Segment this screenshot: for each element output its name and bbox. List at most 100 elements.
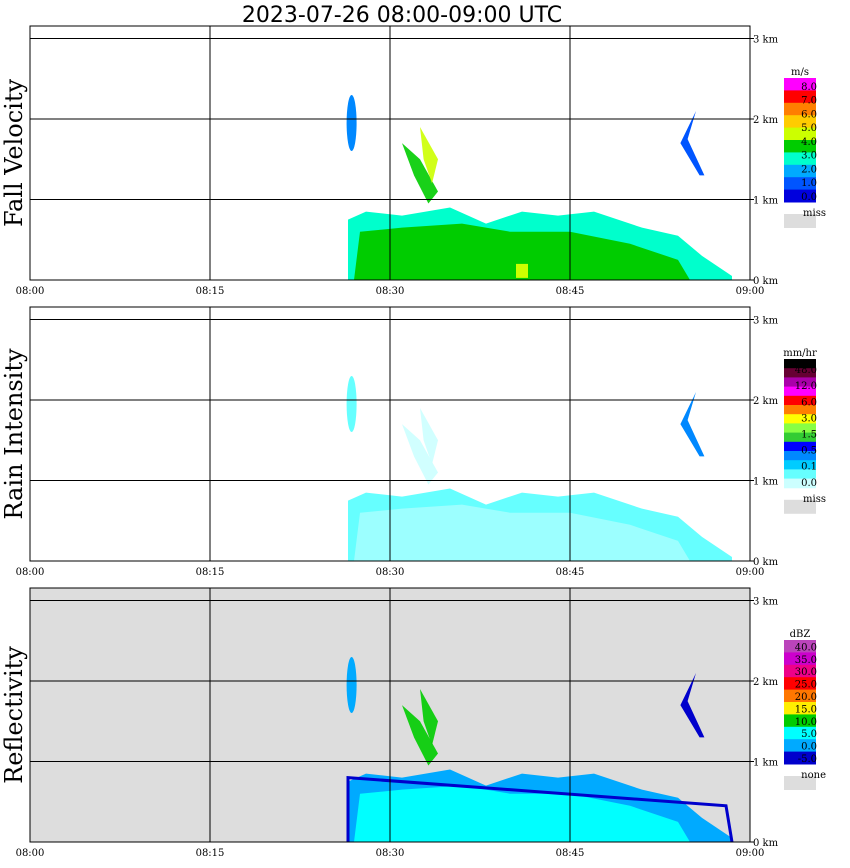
y-tick-label: 3 km — [753, 35, 779, 46]
colorbar-swatch — [784, 405, 816, 415]
elevated-cell — [402, 424, 438, 485]
x-tick-label: 08:00 — [16, 567, 45, 578]
panel-title: Rain Intensity — [0, 348, 28, 520]
colorbar-swatch — [784, 652, 816, 666]
x-tick-label: 08:45 — [556, 567, 585, 578]
colorbar-label: 10.0 — [795, 717, 817, 728]
colorbar: m/s 8.0 7.0 6.0 5.0 4.0 3.0 2.0 1.0 0.0 miss — [784, 67, 826, 228]
y-tick-label: 0 km — [753, 838, 779, 849]
x-tick-label: 08:15 — [196, 286, 225, 297]
colorbar-swatch — [784, 177, 816, 191]
colorbar-swatch — [784, 432, 816, 443]
figure-title: 2023-07-26 08:00-09:00 UTC — [242, 3, 562, 28]
x-tick-label: 08:45 — [556, 848, 585, 859]
x-tick-label: 09:00 — [736, 286, 765, 297]
elevated-cell — [346, 376, 357, 433]
panel-reflectivity: 08:00 08:15 08:30 08:45 09:000 km 1 km 2 km 3 k… — [0, 587, 826, 859]
colorbar-label: 6.0 — [801, 109, 817, 120]
colorbar-swatch — [784, 386, 816, 397]
x-tick-label: 08:15 — [196, 848, 225, 859]
colorbar-unit: mm/hr — [783, 348, 817, 359]
colorbar-swatch — [784, 689, 816, 703]
panel-rain-intensity: 08:00 08:15 08:30 08:45 09:000 km 1 km 2 km 3 k… — [0, 306, 826, 578]
colorbar-swatch — [784, 664, 816, 678]
y-tick-label: 0 km — [753, 276, 779, 287]
elevated-cell — [402, 143, 438, 204]
colorbar-swatch — [784, 152, 816, 166]
colorbar-missing-swatch — [784, 499, 816, 514]
colorbar-swatch — [784, 164, 816, 178]
colorbar-label: 1.5 — [801, 430, 817, 441]
colorbar-label: -5.0 — [798, 754, 817, 765]
colorbar: dBZ 40.0 35.030.0 25.020.015.0 10.05.0 0.0-5.… — [784, 629, 826, 790]
plot-frame — [29, 25, 751, 281]
y-tick-label: 0 km — [753, 557, 779, 568]
colorbar-swatch — [784, 368, 816, 378]
echo-field — [346, 657, 734, 842]
y-tick-label: 2 km — [753, 396, 779, 407]
x-tick-label: 09:00 — [736, 567, 765, 578]
colorbar-missing-label: none — [801, 770, 826, 781]
elevated-cell — [680, 110, 705, 176]
colorbar-swatch — [784, 377, 816, 388]
colorbar-label: 48.0 — [795, 365, 817, 376]
colorbar-swatch — [784, 714, 816, 728]
x-tick-label: 08:30 — [376, 848, 405, 859]
panel-title: Fall Velocity — [0, 79, 28, 228]
y-tick-label: 2 km — [753, 115, 779, 126]
y-tick-label: 1 km — [753, 477, 779, 488]
grid — [30, 26, 750, 280]
colorbar-swatch — [784, 115, 816, 129]
low-echo-core — [354, 785, 690, 842]
colorbar-swatch — [784, 78, 816, 91]
colorbar-label: 12.0 — [795, 381, 817, 392]
colorbar-swatch — [784, 127, 816, 141]
colorbar-label: 0.1 — [801, 462, 817, 473]
x-tick-label: 08:45 — [556, 286, 585, 297]
elevated-cell — [346, 657, 357, 714]
colorbar-label: 30.0 — [795, 667, 817, 678]
colorbar-swatch — [784, 469, 816, 480]
colorbar-missing-label: miss — [803, 494, 826, 505]
colorbar-missing-swatch — [784, 776, 816, 790]
colorbar-swatch — [784, 395, 816, 406]
elevated-cell — [402, 705, 438, 766]
colorbar-label: 15.0 — [795, 704, 817, 715]
x-tick-label: 08:15 — [196, 567, 225, 578]
colorbar-label: 0.0 — [801, 478, 817, 489]
colorbar-label: 5.0 — [801, 729, 817, 740]
elevated-cell — [420, 689, 438, 746]
echo-field — [346, 95, 732, 280]
colorbar-label: 3.0 — [801, 413, 817, 424]
colorbar-swatch — [784, 702, 816, 715]
colorbar-swatch — [784, 739, 816, 753]
panel-fall-velocity: 08:00 08:15 08:30 08:45 09:000 km 1 km 2 km 3 k… — [0, 25, 826, 297]
x-tick-label: 08:00 — [16, 286, 45, 297]
colorbar-label: 7.0 — [801, 96, 817, 107]
colorbar-swatch — [784, 677, 816, 691]
elevated-cell — [346, 95, 357, 152]
grid — [30, 307, 750, 561]
echo-field — [346, 376, 732, 561]
colorbar-label: 25.0 — [795, 680, 817, 691]
colorbar-label: 2.0 — [801, 164, 817, 175]
echo-edge — [346, 775, 734, 842]
colorbar-label: 40.0 — [795, 642, 817, 653]
colorbar-swatch — [784, 423, 816, 434]
colorbar-label: 4.0 — [801, 137, 817, 148]
elevated-cell — [680, 672, 705, 738]
plot-frame — [29, 587, 751, 843]
x-tick-label: 08:00 — [16, 848, 45, 859]
low-echo-core — [354, 504, 690, 561]
colorbar-swatch — [784, 640, 816, 653]
elevated-cell — [420, 127, 438, 184]
colorbar-swatch — [784, 460, 816, 470]
y-tick-label: 1 km — [753, 758, 779, 769]
colorbar-label: 35.0 — [795, 655, 817, 666]
elevated-cell — [680, 391, 705, 457]
colorbar-missing-label: miss — [803, 208, 826, 219]
y-tick-label: 3 km — [753, 316, 779, 327]
colorbar-swatch — [784, 751, 816, 765]
colorbar-label: 6.0 — [801, 397, 817, 408]
